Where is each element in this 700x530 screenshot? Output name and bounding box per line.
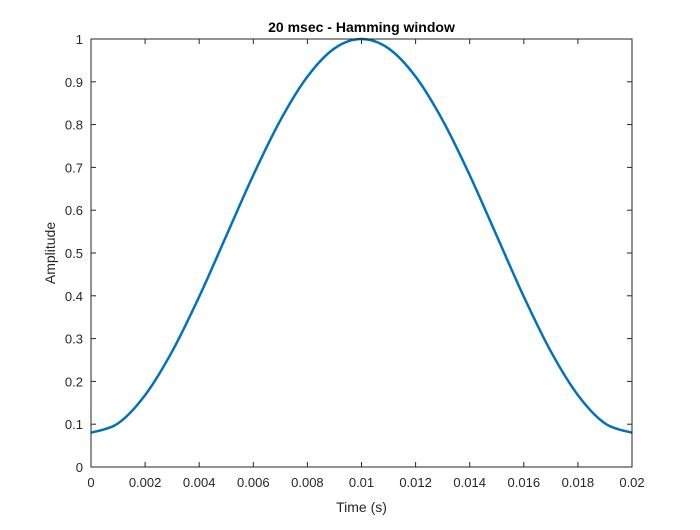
x-tick-label: 0.012 [399,475,432,490]
chart-title: 20 msec - Hamming window [268,19,455,35]
y-axis-label: Amplitude [42,222,58,284]
plot-area [91,39,632,467]
x-tick-label: 0.008 [291,475,324,490]
y-tick-label: 1 [76,32,83,47]
y-tick-label: 0.8 [65,118,83,133]
y-tick-label: 0.3 [65,332,83,347]
y-tick-label: 0.7 [65,160,83,175]
x-tick-label: 0.002 [129,475,162,490]
x-tick-label: 0.02 [619,475,644,490]
x-tick-label: 0.014 [453,475,486,490]
tick-group: 0 0.002 0.004 0.006 0.008 0.01 0.012 0.014 0.016… [65,32,645,490]
axes-box [90,38,633,468]
y-tick-label: 0.4 [65,289,83,304]
y-tick-label: 0.2 [65,374,83,389]
x-tick-label: 0.01 [349,475,374,490]
x-tick-label: 0.016 [508,475,541,490]
y-tick-label: 0 [76,460,83,475]
y-tick-label: 0.1 [65,417,83,432]
x-tick-label: 0 [87,475,94,490]
y-tick-label: 0.9 [65,75,83,90]
x-tick-label: 0.004 [183,475,216,490]
y-tick-label: 0.6 [65,203,83,218]
y-tick-label: 0.5 [65,246,83,261]
x-tick-label: 0.006 [237,475,270,490]
x-tick-label: 0.018 [562,475,595,490]
x-axis-label: Time (s) [336,499,387,515]
